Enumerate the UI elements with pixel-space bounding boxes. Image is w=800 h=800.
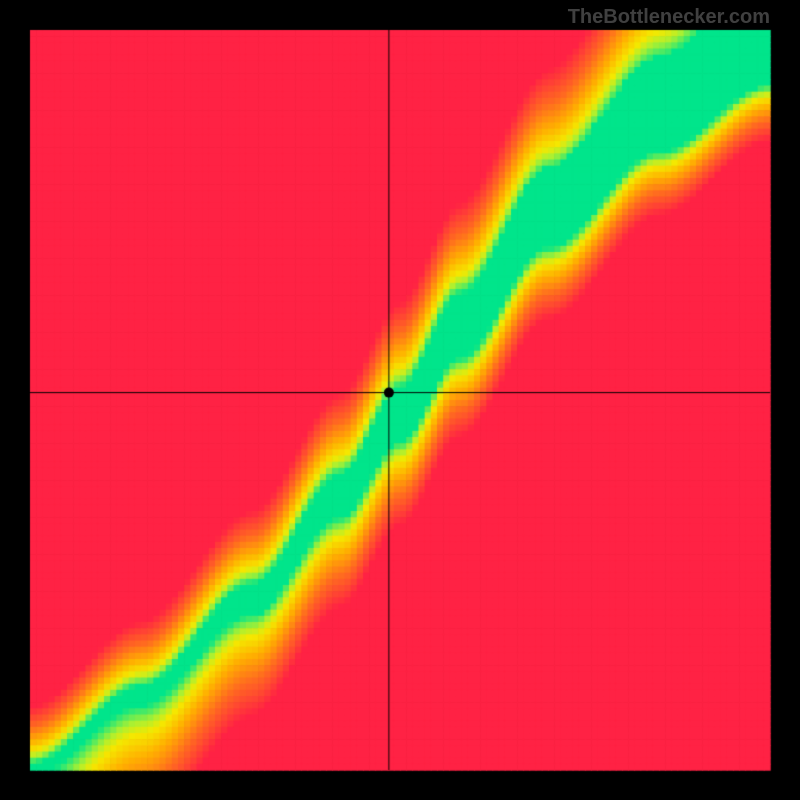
bottleneck-heatmap-canvas [0, 0, 800, 800]
watermark-text: TheBottlenecker.com [568, 6, 770, 29]
chart-container: TheBottlenecker.com [0, 0, 800, 800]
